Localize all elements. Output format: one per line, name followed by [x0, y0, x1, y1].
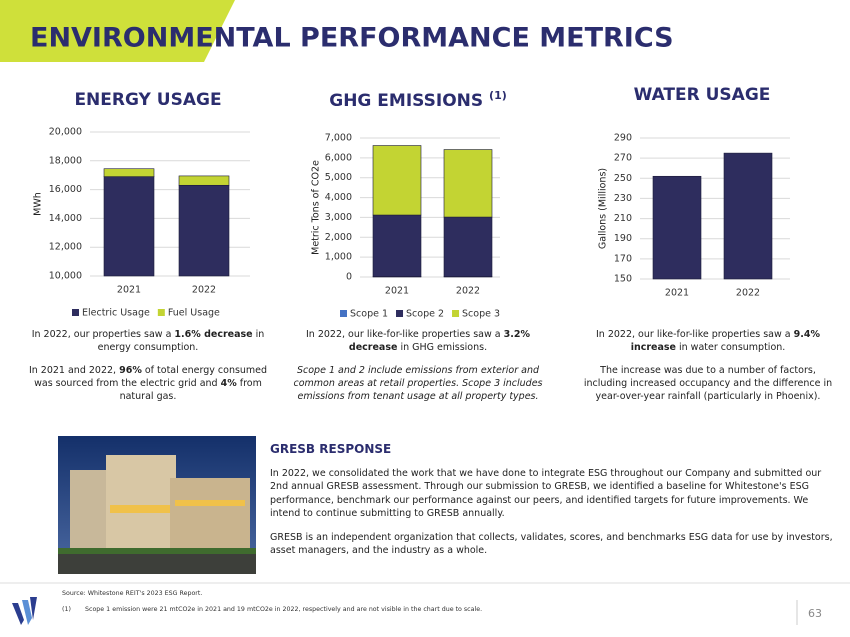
y-tick-label: 270: [614, 153, 632, 164]
legend-label: Scope 2: [406, 309, 444, 320]
note-text: 4%: [220, 378, 237, 389]
header-accent: [0, 0, 235, 62]
y-tick-label: 1,000: [325, 252, 352, 263]
gresb-title: GRESB RESPONSE: [270, 442, 392, 456]
legend-label: Scope 1: [350, 309, 388, 320]
y-tick-label: 170: [614, 253, 632, 264]
bar: [652, 175, 702, 280]
note-text: 3.2% decrease: [348, 329, 530, 353]
note-paragraph: In 2022, our like-for-like properties sa…: [293, 328, 543, 354]
legend-swatch: [396, 310, 404, 317]
y-tick-label: 150: [614, 274, 632, 285]
note-paragraph: In 2021 and 2022, 96% of total energy co…: [23, 364, 273, 403]
y-tick-label: 10,000: [49, 271, 82, 282]
y-tick-label: 14,000: [49, 213, 82, 224]
note-text: in energy consumption.: [97, 329, 265, 353]
chart-title: WATER USAGE: [634, 85, 771, 105]
y-tick-label: 16,000: [49, 184, 82, 195]
note-text: 96%: [119, 365, 142, 376]
chart-title: ENERGY USAGE: [74, 90, 221, 110]
note-text: in GHG emissions.: [397, 342, 488, 353]
bar: [443, 216, 493, 277]
x-tick-label: 2022: [192, 285, 216, 296]
note-text: in water consumption.: [675, 342, 786, 353]
y-tick-label: 18,000: [49, 155, 82, 166]
legend-label: Fuel Usage: [168, 308, 220, 319]
water-note: In 2022, our like-for-like properties sa…: [583, 328, 833, 413]
x-tick-label: 2021: [385, 286, 409, 297]
chart-title-text: WATER USAGE: [634, 85, 771, 105]
y-tick-label: 12,000: [49, 242, 82, 253]
y-tick-label: 230: [614, 193, 632, 204]
legend-swatch: [340, 310, 347, 317]
note-text: In 2022, our properties saw a: [31, 329, 175, 340]
y-tick-label: 3,000: [325, 212, 352, 223]
gresb-section: GRESB RESPONSE In 2022, we consolidated …: [270, 442, 835, 568]
note-paragraph: In 2022, our like-for-like properties sa…: [583, 328, 833, 354]
note-text: Scope 1 and 2 include emissions from ext…: [293, 365, 543, 402]
legend-label: Electric Usage: [82, 308, 150, 319]
y-tick-label: 0: [346, 272, 352, 283]
y-tick-label: 7,000: [325, 133, 352, 144]
y-axis-label: Gallons (Millions): [598, 168, 609, 249]
y-axis-label: Metric Tons of CO2e: [311, 160, 322, 255]
note-text: In 2021 and 2022,: [28, 365, 120, 376]
ghg-note: In 2022, our like-for-like properties sa…: [293, 328, 543, 413]
y-tick-label: 4,000: [325, 192, 352, 203]
y-tick-label: 250: [614, 173, 632, 184]
bar: [372, 214, 422, 277]
note-text: In 2022, our like-for-like properties sa…: [596, 329, 794, 340]
gresb-paragraph: GRESB is an independent organization tha…: [270, 531, 833, 557]
bar: [103, 168, 155, 177]
bar: [372, 145, 422, 216]
bar: [443, 149, 493, 218]
note-text: In 2022, our like-for-like properties sa…: [306, 329, 504, 340]
note-paragraph: In 2022, our properties saw a 1.6% decre…: [23, 328, 273, 354]
bar: [178, 184, 230, 277]
y-tick-label: 20,000: [49, 127, 82, 138]
slide-title: ENVIRONMENTAL PERFORMANCE METRICS: [30, 23, 674, 54]
y-tick-label: 6,000: [325, 152, 352, 163]
note-text: 1.6% decrease: [174, 329, 253, 340]
bar: [723, 152, 773, 280]
note-text: of total energy consumed was sourced fro…: [34, 365, 268, 389]
legend-label: Scope 3: [462, 309, 500, 320]
gresb-paragraph: In 2022, we consolidated the work that w…: [270, 467, 822, 520]
footnote: Scope 1 emission were 21 mtCO2e in 2021 …: [85, 606, 483, 613]
y-axis-label: MWh: [33, 192, 44, 216]
note-text: from natural gas.: [119, 378, 262, 402]
footnote-marker: (1): [62, 606, 71, 613]
chart-title: GHG EMISSIONS (1): [329, 89, 507, 111]
legend-swatch: [157, 309, 165, 316]
legend-swatch: [452, 310, 460, 317]
x-tick-label: 2022: [736, 288, 760, 299]
chart-title-text: GHG EMISSIONS: [329, 91, 483, 111]
photo: [58, 436, 256, 574]
bar: [178, 175, 230, 186]
note-paragraph: The increase was due to a number of fact…: [583, 364, 833, 403]
page-number: 63: [808, 607, 822, 620]
y-tick-label: 210: [614, 213, 632, 224]
y-tick-label: 2,000: [325, 232, 352, 243]
y-tick-label: 190: [614, 233, 632, 244]
note-text: The increase was due to a number of fact…: [583, 365, 833, 402]
y-tick-label: 5,000: [325, 172, 352, 183]
logo: [12, 597, 37, 625]
y-tick-label: 290: [614, 133, 632, 144]
chart-title-note: (1): [489, 89, 507, 102]
bar: [103, 176, 155, 277]
legend-swatch: [72, 309, 79, 316]
energy-note: In 2022, our properties saw a 1.6% decre…: [23, 328, 273, 413]
x-tick-label: 2021: [665, 288, 689, 299]
x-tick-label: 2022: [456, 286, 480, 297]
chart-title-text: ENERGY USAGE: [74, 90, 221, 110]
source: Source: Whitestone REIT's 2023 ESG Repor…: [62, 590, 203, 597]
x-tick-label: 2021: [117, 285, 141, 296]
note-paragraph: Scope 1 and 2 include emissions from ext…: [293, 364, 543, 403]
note-text: 9.4% increase: [630, 329, 820, 353]
